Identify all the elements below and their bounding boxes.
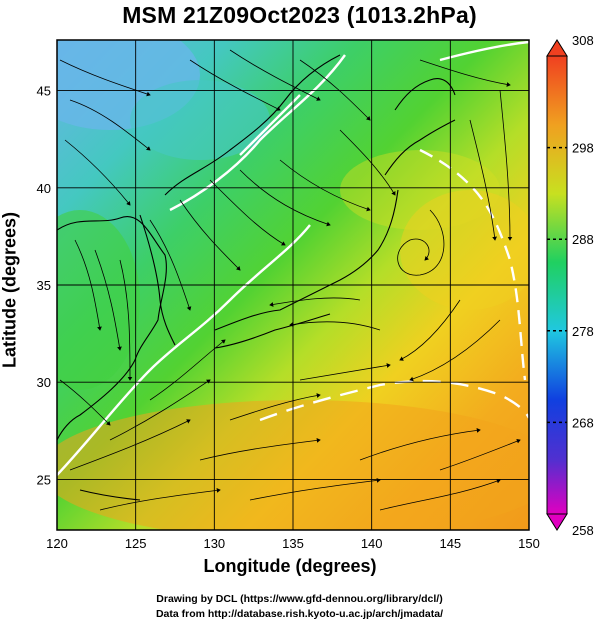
colorbar-tick-label: 278 [572,324,594,339]
colorbar-tick-labels: 308 298 288 278 268 258 [547,33,594,538]
graticule [57,40,529,530]
colorbar-tick-label: 308 [572,33,594,48]
x-tick-label: 135 [282,536,304,551]
x-tick-label: 140 [361,536,383,551]
y-tick-label: 45 [37,84,51,99]
isotherm-contours [57,40,529,476]
data-credit: Data from http://database.rish.kyoto-u.a… [155,608,444,620]
colorbar-top-arrow [546,39,568,57]
colorbar-tick-label: 258 [572,523,594,538]
colorbar-tick-label: 268 [572,415,594,430]
map-title: MSM 21Z09Oct2023 (1013.2hPa) [122,2,477,28]
colorbar-tick-label: 288 [572,232,594,247]
x-tick-labels: 120 125 130 135 140 145 150 [46,536,540,551]
y-tick-label: 25 [37,472,51,487]
y-tick-labels: 25 30 35 40 45 [37,84,51,488]
streamlines [59,49,521,511]
plot-frame [56,39,530,531]
x-tick-label: 130 [203,536,225,551]
x-tick-label: 120 [46,536,68,551]
y-axis-label-text: Latitude (degrees) [0,211,20,369]
y-tick-label: 35 [37,278,51,293]
x-tick-label: 145 [439,536,461,551]
drawing-credit: Drawing by DCL (https://www.gfd-dennou.o… [156,593,443,605]
temperature-field [57,40,529,530]
colorbar-body [546,55,568,515]
coastlines [57,54,456,501]
y-tick-label: 30 [37,375,51,390]
y-tick-label: 40 [37,181,51,196]
x-axis-label: Longitude (degrees) [203,556,377,576]
colorbar: 308 298 288 278 268 258 [546,33,594,538]
x-tick-label: 150 [518,536,540,551]
colorbar-tick-label: 298 [572,141,594,156]
colorbar-bottom-arrow [546,513,568,531]
x-tick-label: 125 [125,536,147,551]
